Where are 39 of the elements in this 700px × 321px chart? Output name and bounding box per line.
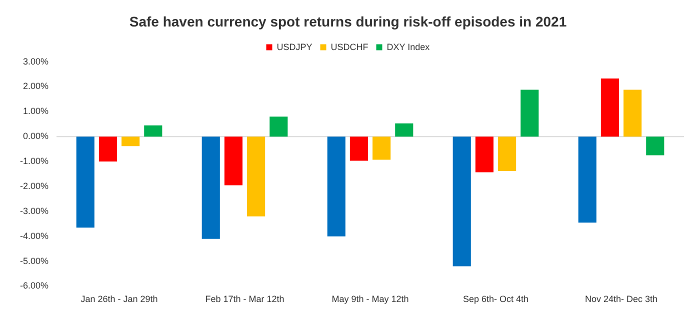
y-tick-label: 2.00% — [22, 81, 49, 92]
bar — [202, 136, 220, 239]
bar — [600, 78, 619, 137]
y-tick-label: -2.00% — [20, 180, 49, 191]
y-tick-label: -5.00% — [20, 256, 49, 266]
bar — [452, 136, 471, 266]
y-tick-label: -4.00% — [20, 230, 49, 241]
bar — [578, 136, 596, 223]
legend-label: DXY Index — [386, 42, 430, 52]
bar — [350, 136, 368, 161]
x-tick-label: Nov 24th- Dec 3th — [584, 294, 658, 304]
y-tick-label: 1.00% — [22, 106, 49, 116]
bar — [122, 136, 140, 146]
chart-title: Safe haven currency spot returns during risk-off episodes in 2021 — [129, 13, 567, 30]
legend-label: USDJPY — [276, 42, 312, 52]
y-tick-label: -1.00% — [20, 156, 49, 166]
x-tick-label: Jan 26th - Jan 29th — [80, 294, 158, 304]
y-tick-label: 3.00% — [22, 56, 49, 66]
y-tick-label: 0.00% — [22, 131, 49, 142]
bar — [395, 123, 414, 137]
bar — [372, 136, 391, 160]
bar — [270, 116, 288, 137]
bar — [76, 136, 94, 228]
x-tick-label: May 9th - May 12th — [332, 294, 409, 304]
y-tick-label: -3.00% — [20, 206, 49, 216]
bar — [144, 125, 162, 137]
bar — [247, 136, 266, 216]
legend-label: USDCHF — [330, 42, 369, 52]
bar — [98, 136, 118, 162]
bar — [646, 136, 664, 156]
bar — [224, 136, 243, 186]
bar — [327, 136, 346, 236]
bar — [475, 136, 494, 172]
x-tick-label: Feb 17th - Mar 12th — [205, 294, 284, 304]
y-tick-label: -6.00% — [20, 280, 49, 291]
bar — [520, 90, 539, 137]
bar — [624, 90, 642, 137]
bar — [498, 136, 516, 172]
x-tick-label: Sep 6th- Oct 4th — [462, 294, 529, 304]
